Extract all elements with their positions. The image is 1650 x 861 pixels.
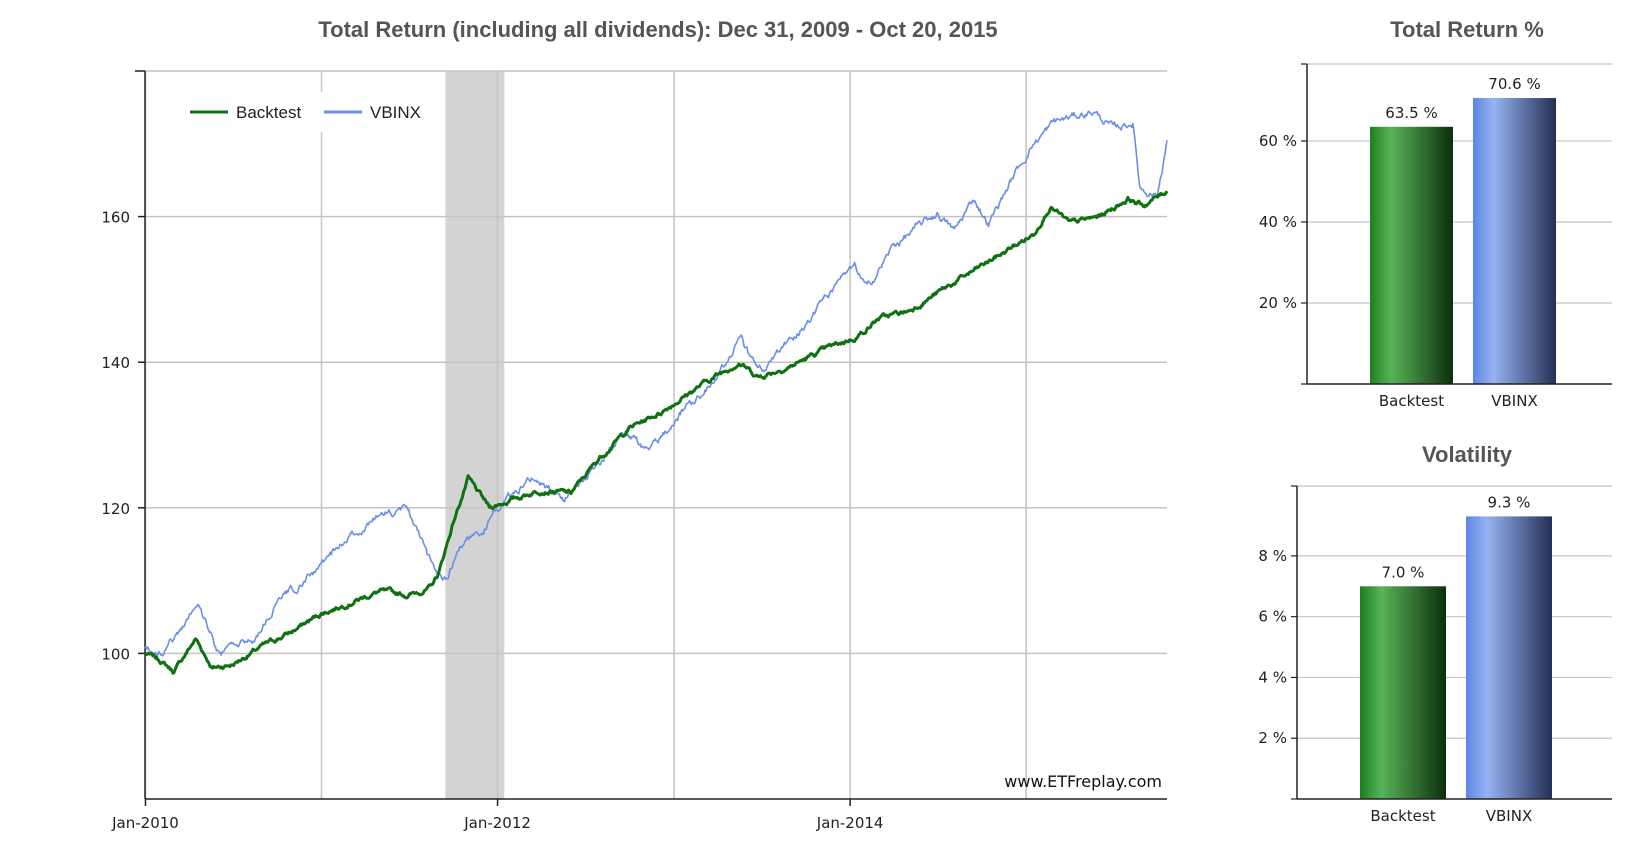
y-tick-labels: 100 120 140 160 xyxy=(101,70,145,663)
bar-category-label: VBINX xyxy=(1491,392,1537,410)
x-tick-label: Jan-2010 xyxy=(111,814,179,832)
bar-vbinx xyxy=(1466,516,1552,799)
line-chart-axes xyxy=(144,71,1167,800)
bar-vbinx xyxy=(1473,98,1556,384)
line-chart: Total Return (including all dividends): … xyxy=(101,17,1169,832)
line-chart-gridlines xyxy=(144,70,1167,799)
bar-y-tick-label: 8 % xyxy=(1258,547,1287,565)
bar-backtest xyxy=(1370,126,1453,384)
bar-y-tick-label: 6 % xyxy=(1258,608,1287,626)
x-tick-label: Jan-2014 xyxy=(816,814,884,832)
bar-category-label: Backtest xyxy=(1370,807,1435,825)
bar-y-tick-label: 20 % xyxy=(1259,294,1297,312)
bar-value-label: 63.5 % xyxy=(1385,104,1437,122)
y-tick-label: 120 xyxy=(101,500,130,518)
y-tick-label: 160 xyxy=(101,209,130,227)
x-tick-label: Jan-2012 xyxy=(463,814,531,832)
shaded-region xyxy=(445,71,505,799)
series-line-vbinx xyxy=(144,110,1168,659)
bar-y-tick-label: 60 % xyxy=(1259,132,1297,150)
legend-label-vbinx: VBINX xyxy=(370,103,421,122)
y-tick-label: 140 xyxy=(101,354,130,372)
bar-category-label: VBINX xyxy=(1486,807,1532,825)
watermark: www.ETFreplay.com xyxy=(1004,772,1162,791)
bar-category-label: Backtest xyxy=(1379,392,1444,410)
line-chart-title: Total Return (including all dividends): … xyxy=(318,17,997,42)
volatility-title: Volatility xyxy=(1422,442,1513,467)
total-return-bar-chart: Total Return % 20 % 40 % 60 % 63.5 % Backtes… xyxy=(1259,17,1612,410)
bar-value-label: 7.0 % xyxy=(1382,563,1425,581)
legend-label-backtest: Backtest xyxy=(236,103,301,122)
total-return-title: Total Return % xyxy=(1390,17,1544,42)
bar-backtest xyxy=(1360,586,1446,799)
legend: Backtest VBINX xyxy=(180,92,430,132)
series-line-backtest xyxy=(143,190,1169,675)
line-series-group xyxy=(143,110,1169,675)
x-tick-labels: Jan-2010 Jan-2012 Jan-2014 xyxy=(111,799,883,832)
bar-value-label: 70.6 % xyxy=(1488,75,1540,93)
bar-y-tick-label: 4 % xyxy=(1258,668,1287,686)
y-tick-label: 100 xyxy=(101,645,130,663)
bar-y-tick-label: 40 % xyxy=(1259,213,1297,231)
bar-y-tick-label: 2 % xyxy=(1258,729,1287,747)
volatility-bar-chart: Volatility 2 % 4 % 6 % 8 % 7.0 % Backtest 9.3 … xyxy=(1258,442,1612,825)
bar-value-label: 9.3 % xyxy=(1488,493,1531,511)
